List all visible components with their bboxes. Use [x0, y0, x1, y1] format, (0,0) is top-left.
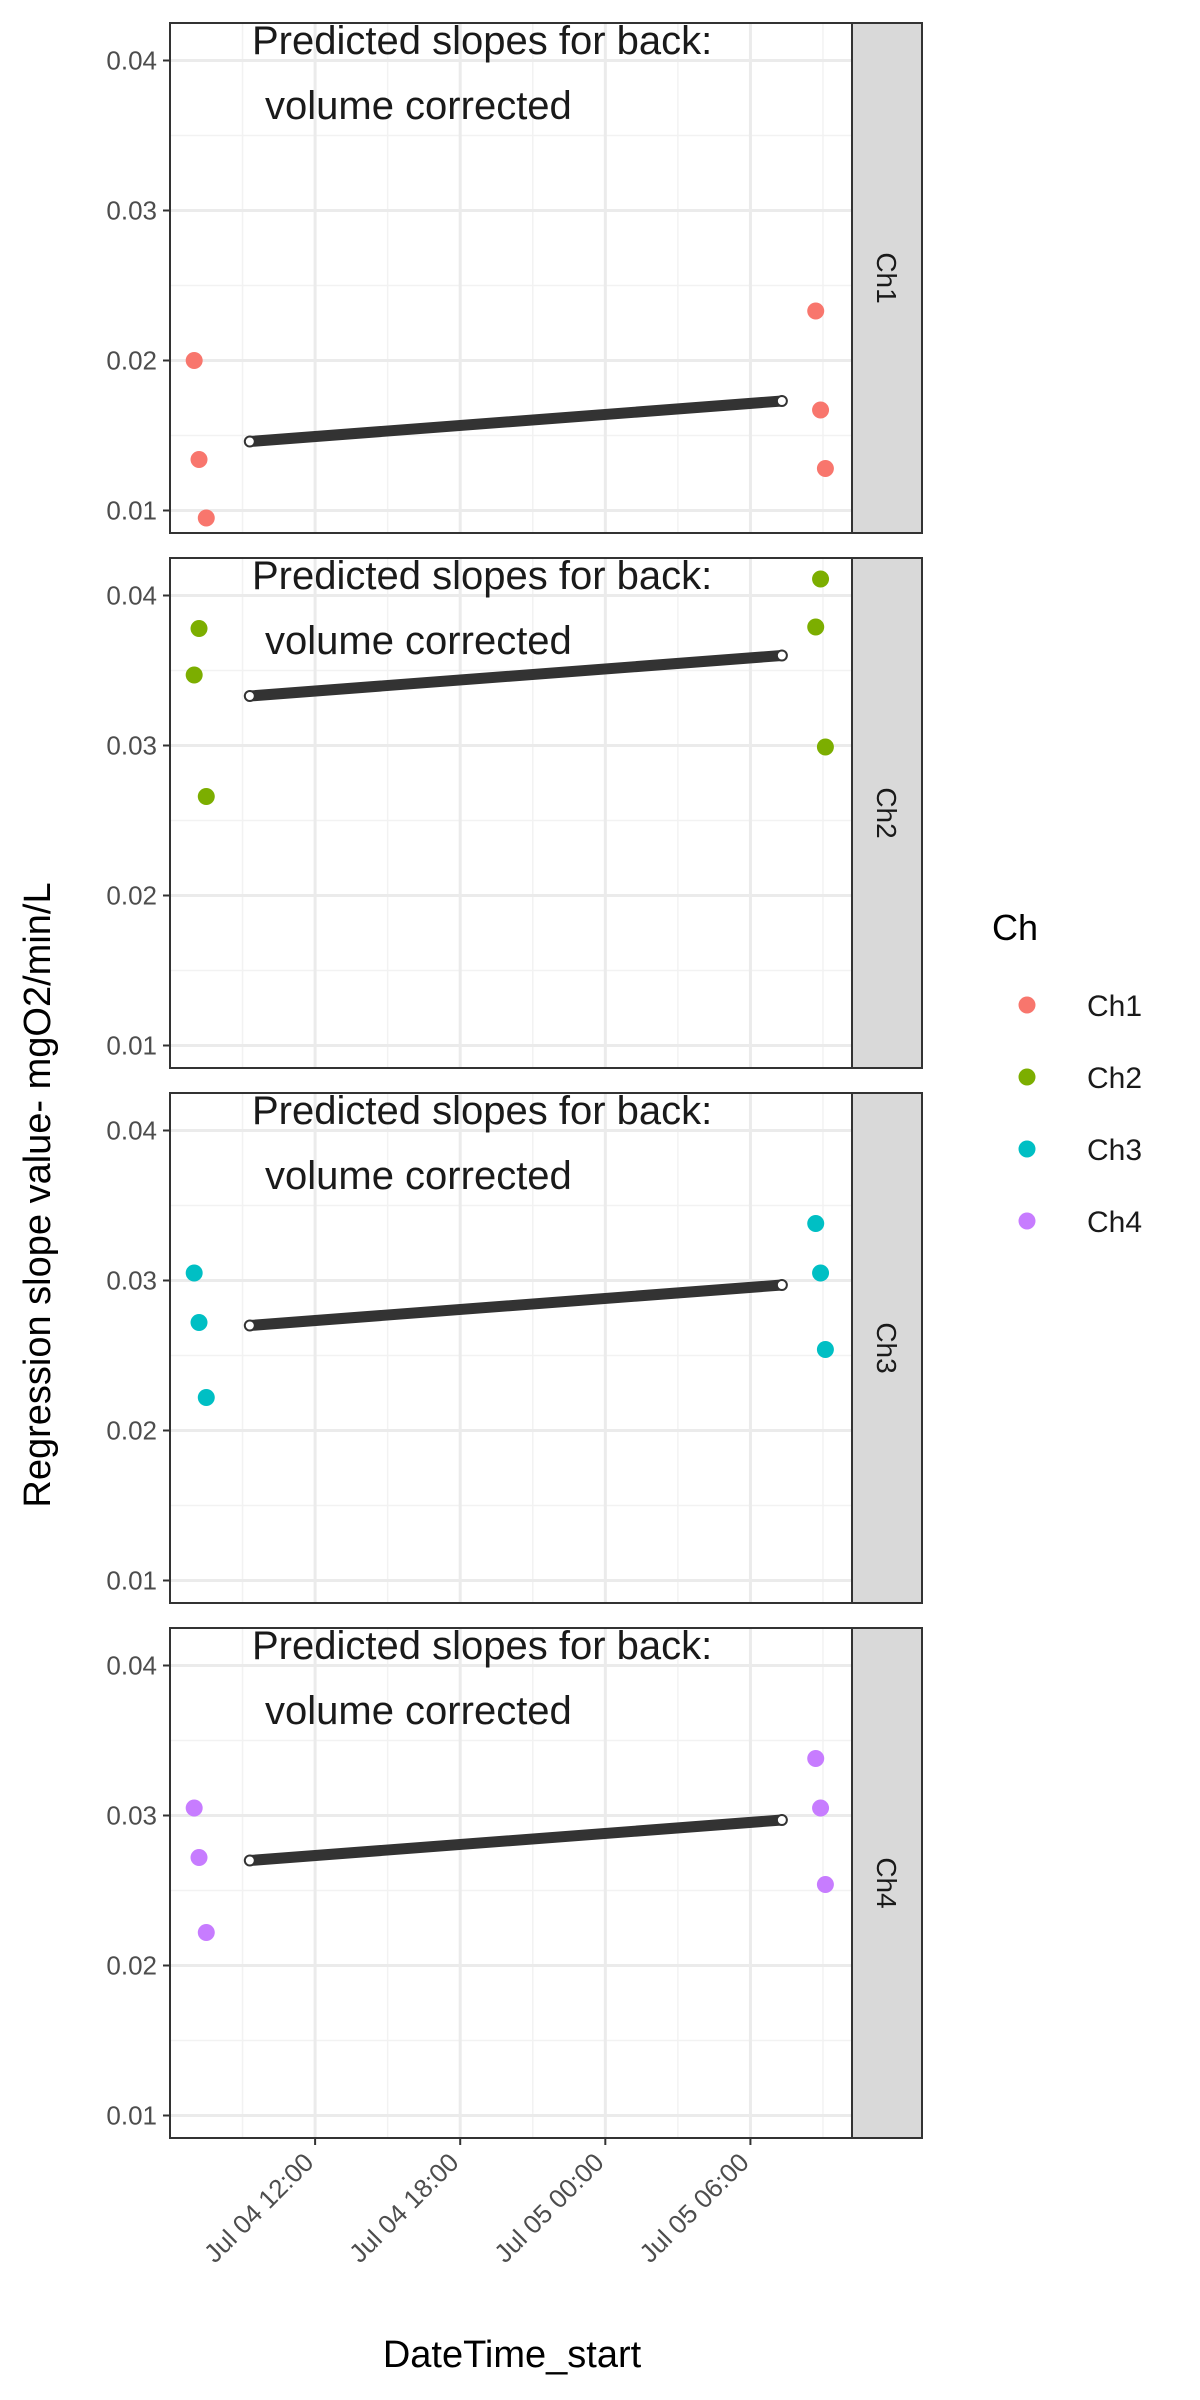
y-tick-label: 0.03: [106, 1266, 157, 1296]
y-tick-label: 0.03: [106, 731, 157, 761]
facet-strip: [851, 1627, 923, 2139]
data-point: [197, 788, 215, 805]
legend-key-ch4: [1018, 1212, 1036, 1230]
legend-key-ch1: [1018, 996, 1036, 1014]
y-tick-label: 0.01: [106, 2101, 157, 2131]
facet-strip: [851, 557, 923, 1069]
data-point: [190, 1849, 208, 1866]
legend-items: Ch1 Ch2 Ch3 Ch4: [1018, 990, 1142, 1239]
predicted-slope-end-point: [775, 1279, 788, 1291]
data-point: [185, 352, 203, 369]
panel-ch2: 0.01 0.02 0.03 0.04 Predicted slopes for bac…: [106, 554, 923, 1069]
facet-strip-label: Ch4: [871, 1857, 902, 1908]
panel-annotation-line-1: Predicted slopes for back:: [252, 554, 712, 598]
panel-annotation-line-2: volume corrected: [265, 1689, 572, 1733]
panel-ch1: 0.01 0.02 0.03 0.04 Predicted slopes for bac…: [106, 19, 923, 534]
panel-ch4: 0.01 0.02 0.03 0.04 Predicted slopes for bac…: [106, 1624, 923, 2139]
legend-label-ch3: Ch3: [1087, 1134, 1142, 1167]
y-tick-label: 0.04: [106, 581, 157, 611]
data-point: [807, 1750, 825, 1767]
y-tick-label: 0.04: [106, 1651, 157, 1681]
facet-panels: 0.01 0.02 0.03 0.04 Predicted slopes for bac…: [106, 19, 923, 2139]
data-point: [812, 1264, 830, 1282]
facet-strip: [851, 1092, 923, 1604]
legend-label-ch1: Ch1: [1087, 990, 1142, 1023]
data-point: [185, 1799, 203, 1817]
predicted-slope-line: [244, 650, 788, 702]
facet-strip: [851, 22, 923, 534]
panel-annotation-line-2: volume corrected: [265, 84, 572, 128]
panel-background: [170, 558, 852, 1068]
x-axis: Jul 04 12:00 Jul 04 18:00 Jul 05 00:00 Jul …: [198, 2138, 755, 2268]
y-axis-title: Regression slope value- mgO2/min/L: [17, 882, 59, 1507]
panel-background: [170, 1628, 852, 2138]
panel-background: [170, 1093, 852, 1603]
y-tick-label: 0.02: [106, 346, 157, 376]
data-point: [190, 620, 208, 637]
predicted-slope-start-point: [243, 1319, 256, 1332]
facet-strip-label: Ch1: [871, 252, 902, 303]
x-tick-label: Jul 04 18:00: [343, 2147, 464, 2268]
predicted-slope-end-point: [775, 1814, 788, 1826]
data-point: [197, 1389, 215, 1406]
panel-annotation-line-2: volume corrected: [265, 1154, 572, 1198]
legend: Ch Ch1 Ch2 Ch3 Ch4: [992, 907, 1142, 1239]
x-tick-label: Jul 05 06:00: [633, 2147, 754, 2268]
panel-annotation-line-1: Predicted slopes for back:: [252, 19, 712, 63]
y-tick-label: 0.02: [106, 1416, 157, 1446]
y-tick-label: 0.03: [106, 196, 157, 226]
panel-annotation-line-1: Predicted slopes for back:: [252, 1089, 712, 1133]
y-tick-label: 0.01: [106, 1031, 157, 1061]
panel-annotation-line-2: volume corrected: [265, 619, 572, 663]
data-point: [816, 1876, 834, 1893]
y-tick-label: 0.01: [106, 496, 157, 526]
y-tick-label: 0.04: [106, 1116, 157, 1146]
x-tick-label: Jul 04 12:00: [198, 2147, 319, 2268]
y-tick-label: 0.01: [106, 1566, 157, 1596]
data-point: [816, 1341, 834, 1358]
panel-ch3: 0.01 0.02 0.03 0.04 Predicted slopes for bac…: [106, 1089, 923, 1604]
legend-key-ch3: [1018, 1140, 1036, 1158]
panel-background: [170, 23, 852, 533]
data-point: [807, 302, 825, 320]
legend-title: Ch: [992, 907, 1038, 948]
data-point: [185, 1264, 203, 1282]
data-point: [812, 1799, 830, 1817]
predicted-slope-line: [244, 1814, 788, 1866]
data-point: [807, 1215, 825, 1232]
facet-strip-label: Ch3: [871, 1322, 902, 1373]
y-tick-label: 0.04: [106, 46, 157, 76]
predicted-slope-line: [244, 395, 788, 447]
y-tick-label: 0.03: [106, 1801, 157, 1831]
data-point: [812, 401, 830, 419]
data-point: [190, 451, 208, 468]
data-point: [816, 460, 834, 477]
data-point: [816, 738, 834, 756]
data-point: [190, 1314, 208, 1331]
y-tick-label: 0.02: [106, 1951, 157, 1981]
data-point: [185, 666, 203, 684]
predicted-slope-line: [244, 1279, 788, 1331]
legend-label-ch4: Ch4: [1087, 1206, 1142, 1239]
x-axis-title: DateTime_start: [383, 2334, 642, 2376]
y-tick-label: 0.02: [106, 881, 157, 911]
data-point: [197, 1924, 215, 1941]
panel-annotation-line-1: Predicted slopes for back:: [252, 1624, 712, 1668]
x-tick-label: Jul 05 00:00: [488, 2147, 609, 2268]
predicted-slope-start-point: [243, 1854, 256, 1867]
facet-strip-label: Ch2: [871, 787, 902, 838]
legend-label-ch2: Ch2: [1087, 1062, 1142, 1095]
predicted-slope-end-point: [775, 649, 788, 662]
data-point: [807, 618, 825, 636]
predicted-slope-start-point: [243, 435, 256, 448]
legend-key-ch2: [1018, 1068, 1036, 1086]
data-point: [812, 570, 830, 588]
data-point: [197, 509, 215, 527]
predicted-slope-start-point: [243, 690, 256, 702]
predicted-slope-end-point: [775, 395, 788, 407]
